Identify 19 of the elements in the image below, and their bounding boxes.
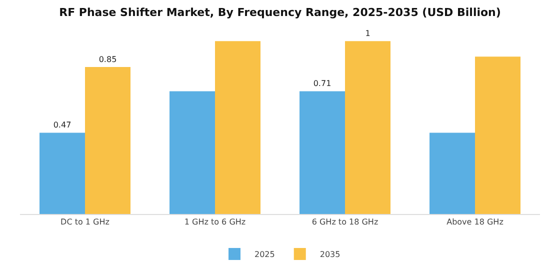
bar <box>40 132 85 214</box>
bar <box>85 67 130 214</box>
bar <box>300 91 345 214</box>
x-tick-label: Above 18 GHz <box>446 218 504 227</box>
bar <box>170 91 215 214</box>
x-tick-label: 1 GHz to 6 GHz <box>184 218 246 227</box>
chart-title: RF Phase Shifter Market, By Frequency Range, 2025-2035 (USD Billion) <box>59 6 501 20</box>
x-tick-label: 6 GHz to 18 GHz <box>312 218 378 227</box>
data-label: 0.85 <box>98 55 117 64</box>
data-label: 1 <box>365 29 370 38</box>
data-label: 0.47 <box>53 120 72 130</box>
bar <box>345 41 390 214</box>
x-tick-label: DC to 1 GHz <box>60 218 110 227</box>
data-label: 0.71 <box>313 79 332 88</box>
bar <box>430 132 475 214</box>
legend-label: 2025 <box>254 250 275 260</box>
bar <box>215 41 260 214</box>
bar <box>475 56 520 214</box>
legend-label: 2035 <box>320 250 340 260</box>
